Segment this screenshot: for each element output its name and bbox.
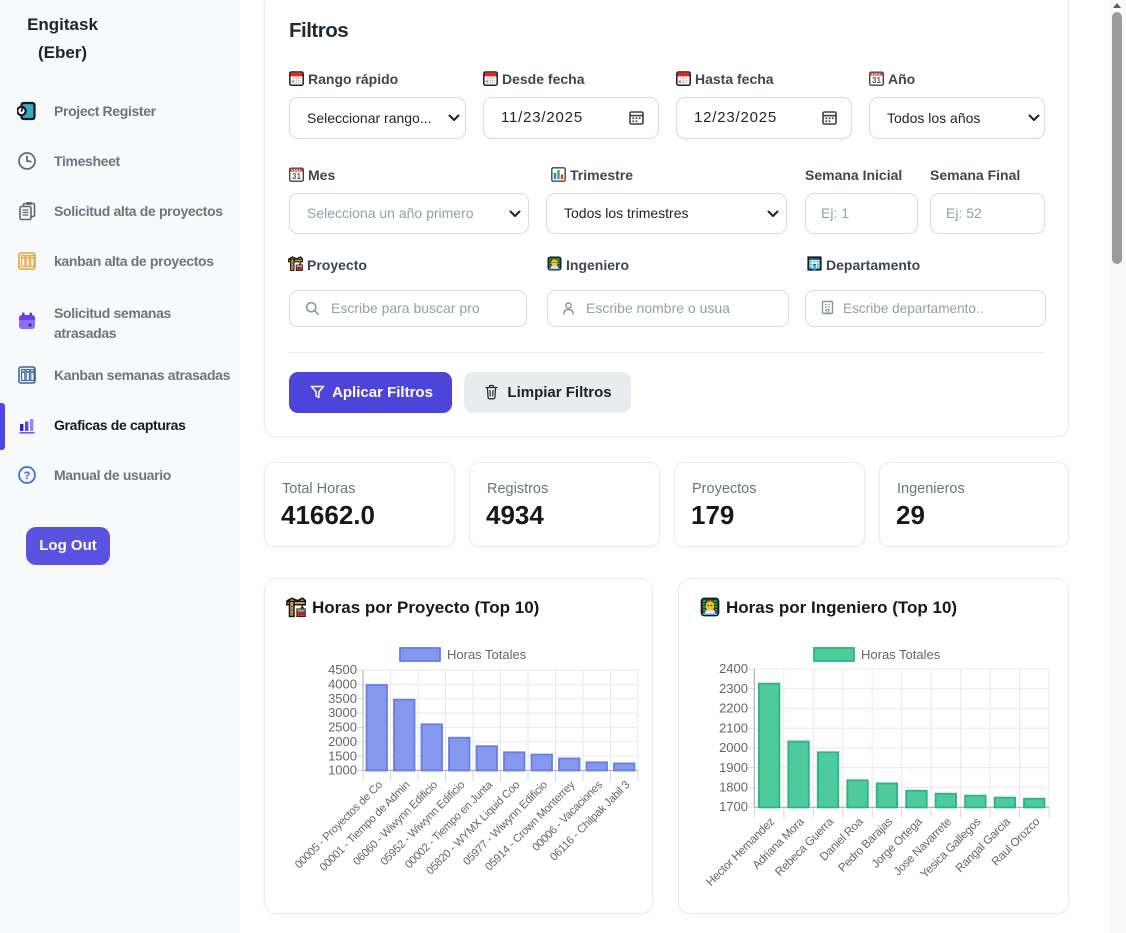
svg-text:4000: 4000 [328, 677, 357, 692]
svg-text:Horas Totales: Horas Totales [861, 647, 941, 662]
svg-text:?: ? [24, 470, 31, 482]
svg-text:3500: 3500 [328, 691, 357, 706]
svg-text:1500: 1500 [328, 748, 357, 763]
svg-text:2200: 2200 [719, 701, 748, 716]
svg-text:2400: 2400 [719, 661, 748, 676]
svg-text:3000: 3000 [328, 705, 357, 720]
svg-text:31: 31 [292, 172, 301, 181]
svg-text:2000: 2000 [328, 734, 357, 749]
svg-text:2300: 2300 [719, 681, 748, 696]
svg-text:1900: 1900 [719, 760, 748, 775]
svg-text:1000: 1000 [328, 763, 357, 778]
svg-text:4500: 4500 [328, 662, 357, 677]
svg-text:1800: 1800 [719, 780, 748, 795]
svg-text:2000: 2000 [719, 740, 748, 755]
svg-text:31: 31 [872, 76, 881, 85]
svg-text:Horas Totales: Horas Totales [447, 647, 527, 662]
svg-text:2500: 2500 [328, 720, 357, 735]
svg-text:1700: 1700 [719, 799, 748, 814]
svg-text:2100: 2100 [719, 720, 748, 735]
